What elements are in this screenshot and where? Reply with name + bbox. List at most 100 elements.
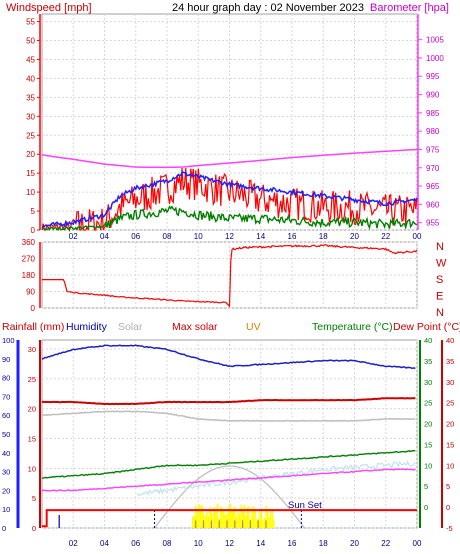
legend-dew-point: Dew Point (°C)	[393, 321, 460, 333]
compass-label: W	[436, 258, 447, 270]
wind-tick-label: 25	[26, 131, 35, 140]
solar-bar	[254, 508, 256, 528]
wind-x-tick-label: 18	[319, 232, 328, 241]
legend-rainfall: Rainfall (mm)	[2, 321, 64, 333]
solar-bar	[252, 505, 255, 528]
temperature-tick-label: 15	[424, 440, 432, 449]
wind-tick-label: 0	[31, 226, 36, 235]
temperature-x-tick-label: 04	[100, 539, 109, 548]
baro-tick-label: 1005	[426, 36, 444, 45]
dew-point-line	[41, 468, 416, 492]
legend-max-solar: Max solar	[172, 321, 218, 333]
humidity-tick-label: 40	[2, 449, 10, 458]
uv-bar	[218, 520, 220, 528]
direction-y-ticks: 0 90 180 270 360	[22, 238, 36, 313]
temperature-x-tick-label: 22	[381, 539, 390, 548]
dew-tick-label: 5	[446, 482, 450, 491]
solar-bar	[212, 513, 214, 528]
solar-bar	[215, 510, 217, 528]
solar-bar	[221, 508, 224, 528]
solar-bar	[196, 509, 199, 528]
humidity-tick-label: 60	[2, 411, 10, 420]
baro-tick-label: 990	[426, 91, 440, 100]
wind-x-ticks: 02 04 06 08 10 12 14 16 18 20 22 00	[69, 232, 422, 241]
wind-x-tick-label: 06	[131, 232, 140, 241]
dew-tick-label: 10	[446, 461, 454, 470]
direction-tick-label: 0	[31, 304, 36, 313]
dew-tick-label: 15	[446, 440, 454, 449]
compass-label: N	[436, 241, 444, 253]
wind-x-tick-label: 12	[225, 232, 234, 241]
rain-tick-label: 10	[28, 464, 36, 473]
solar-bar	[265, 505, 267, 528]
wind-tick-label: 20	[26, 150, 35, 159]
solar-bar	[204, 515, 206, 528]
humidity-tick-label: 70	[2, 392, 10, 401]
temperature-tick-label: 40	[424, 336, 432, 345]
solar-bar	[229, 503, 231, 528]
solar-bar	[207, 516, 209, 528]
wind-x-tick-label: 08	[163, 232, 172, 241]
direction-tick-label: 180	[22, 271, 36, 280]
baro-tick-label: 955	[426, 219, 440, 228]
temperature-x-tick-label: 12	[225, 539, 234, 548]
direction-tick-label: 270	[22, 255, 36, 264]
humidity-line	[41, 344, 416, 370]
temperature-tick-label: 5	[424, 482, 428, 491]
uv-bar	[210, 520, 212, 528]
solar-bar	[240, 504, 242, 528]
solar-bar	[263, 517, 266, 528]
solar-bar	[231, 509, 233, 528]
compass-label: N	[436, 307, 444, 319]
wind-y-ticks: 0 5 10 15 20 25 30 35 40 45 50 55	[26, 18, 40, 235]
wind-grid	[42, 14, 418, 231]
solar-bar	[198, 504, 200, 528]
temperature-tick-label: 20	[424, 420, 432, 429]
wind-tick-label: 50	[26, 37, 35, 46]
uv-bar	[249, 520, 251, 528]
temperature-tick-label: 30	[424, 378, 432, 387]
solar-bar	[220, 505, 222, 528]
temperature-x-tick-label: 16	[288, 539, 297, 548]
solar-bar	[213, 506, 216, 528]
uv-bar	[257, 520, 259, 528]
solar-bar	[199, 506, 202, 528]
uv-bar	[195, 520, 197, 528]
solar-bar	[235, 516, 238, 528]
solar-bar	[209, 507, 211, 528]
wind-x-tick-label: 16	[288, 232, 297, 241]
wind-x-tick-label: 22	[381, 232, 390, 241]
solar-bar	[246, 507, 249, 528]
uv-bar	[226, 520, 228, 528]
temperature-x-ticks: 02 04 06 08 10 12 14 16 18 20 22 00	[69, 539, 422, 548]
wind-x-tick-label: 14	[256, 232, 265, 241]
wind-tick-label: 40	[26, 74, 35, 83]
uv-bar	[234, 520, 236, 528]
temperature-tick-label: 0	[424, 503, 428, 512]
temperature-tick-label: 10	[424, 461, 432, 470]
wind-axis-title: Windspeed [mph]	[6, 2, 92, 14]
uv-bar	[242, 520, 244, 528]
solar-bar	[251, 508, 253, 528]
temperature-x-tick-label: 20	[350, 539, 359, 548]
wind-x-tick-label: 20	[350, 232, 359, 241]
solar-bar	[262, 519, 264, 528]
solar-bar	[238, 513, 241, 528]
humidity-tick-label: 90	[2, 355, 10, 364]
rainfall-line	[42, 509, 417, 528]
solar-bar	[248, 506, 250, 528]
baro-tick-label: 975	[426, 145, 440, 154]
dew-tick-label: 25	[446, 399, 454, 408]
dew-tick-label: 20	[446, 420, 454, 429]
bottom-legend: Rainfall (mm) Humidity Solar Max solar U…	[2, 321, 460, 333]
sun-set-label: Sun Set	[288, 500, 322, 511]
dew-tick-label: 30	[446, 378, 454, 387]
solar-bar	[267, 511, 269, 528]
legend-solar: Solar	[118, 321, 143, 333]
solar-bar	[259, 510, 261, 528]
wind-x-tick-label: 02	[69, 232, 78, 241]
solar-bar	[270, 510, 272, 528]
